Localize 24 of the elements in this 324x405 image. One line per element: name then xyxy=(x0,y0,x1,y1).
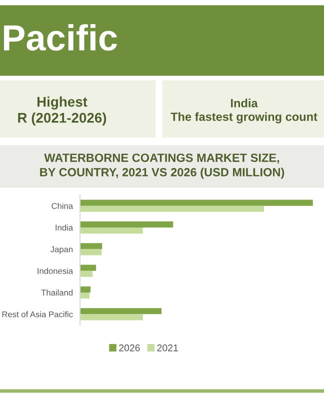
bar xyxy=(80,206,264,212)
y-tick-label: Japan xyxy=(50,246,73,254)
y-tick-label: Indonesia xyxy=(38,268,74,274)
y-tick-label: China xyxy=(52,202,74,209)
chart-title: WATERBORNE COATINGS MARKET SIZE, BY COUNTRY, 2021 VS 2026 (USD MILLION) xyxy=(40,154,284,179)
bar xyxy=(80,270,93,277)
bar xyxy=(80,286,90,292)
text: India The fastest growing count xyxy=(170,98,318,124)
y-tick-label: Thailand xyxy=(41,289,73,296)
y-tick-label: India xyxy=(56,224,74,231)
text: Pacific xyxy=(4,24,117,51)
bar xyxy=(80,243,102,250)
bar xyxy=(80,264,96,271)
bar xyxy=(80,228,143,234)
text: Highest R (2021-2026) xyxy=(18,96,106,126)
bar xyxy=(80,200,313,206)
legend-label: 2026 xyxy=(119,344,140,352)
bar xyxy=(80,292,90,299)
legend-label: 2021 xyxy=(157,344,178,352)
bar xyxy=(80,221,174,228)
y-tick-label: Rest of Asia Pacific xyxy=(2,311,73,318)
bar xyxy=(80,308,162,314)
bar xyxy=(80,249,102,256)
bar xyxy=(80,314,143,320)
